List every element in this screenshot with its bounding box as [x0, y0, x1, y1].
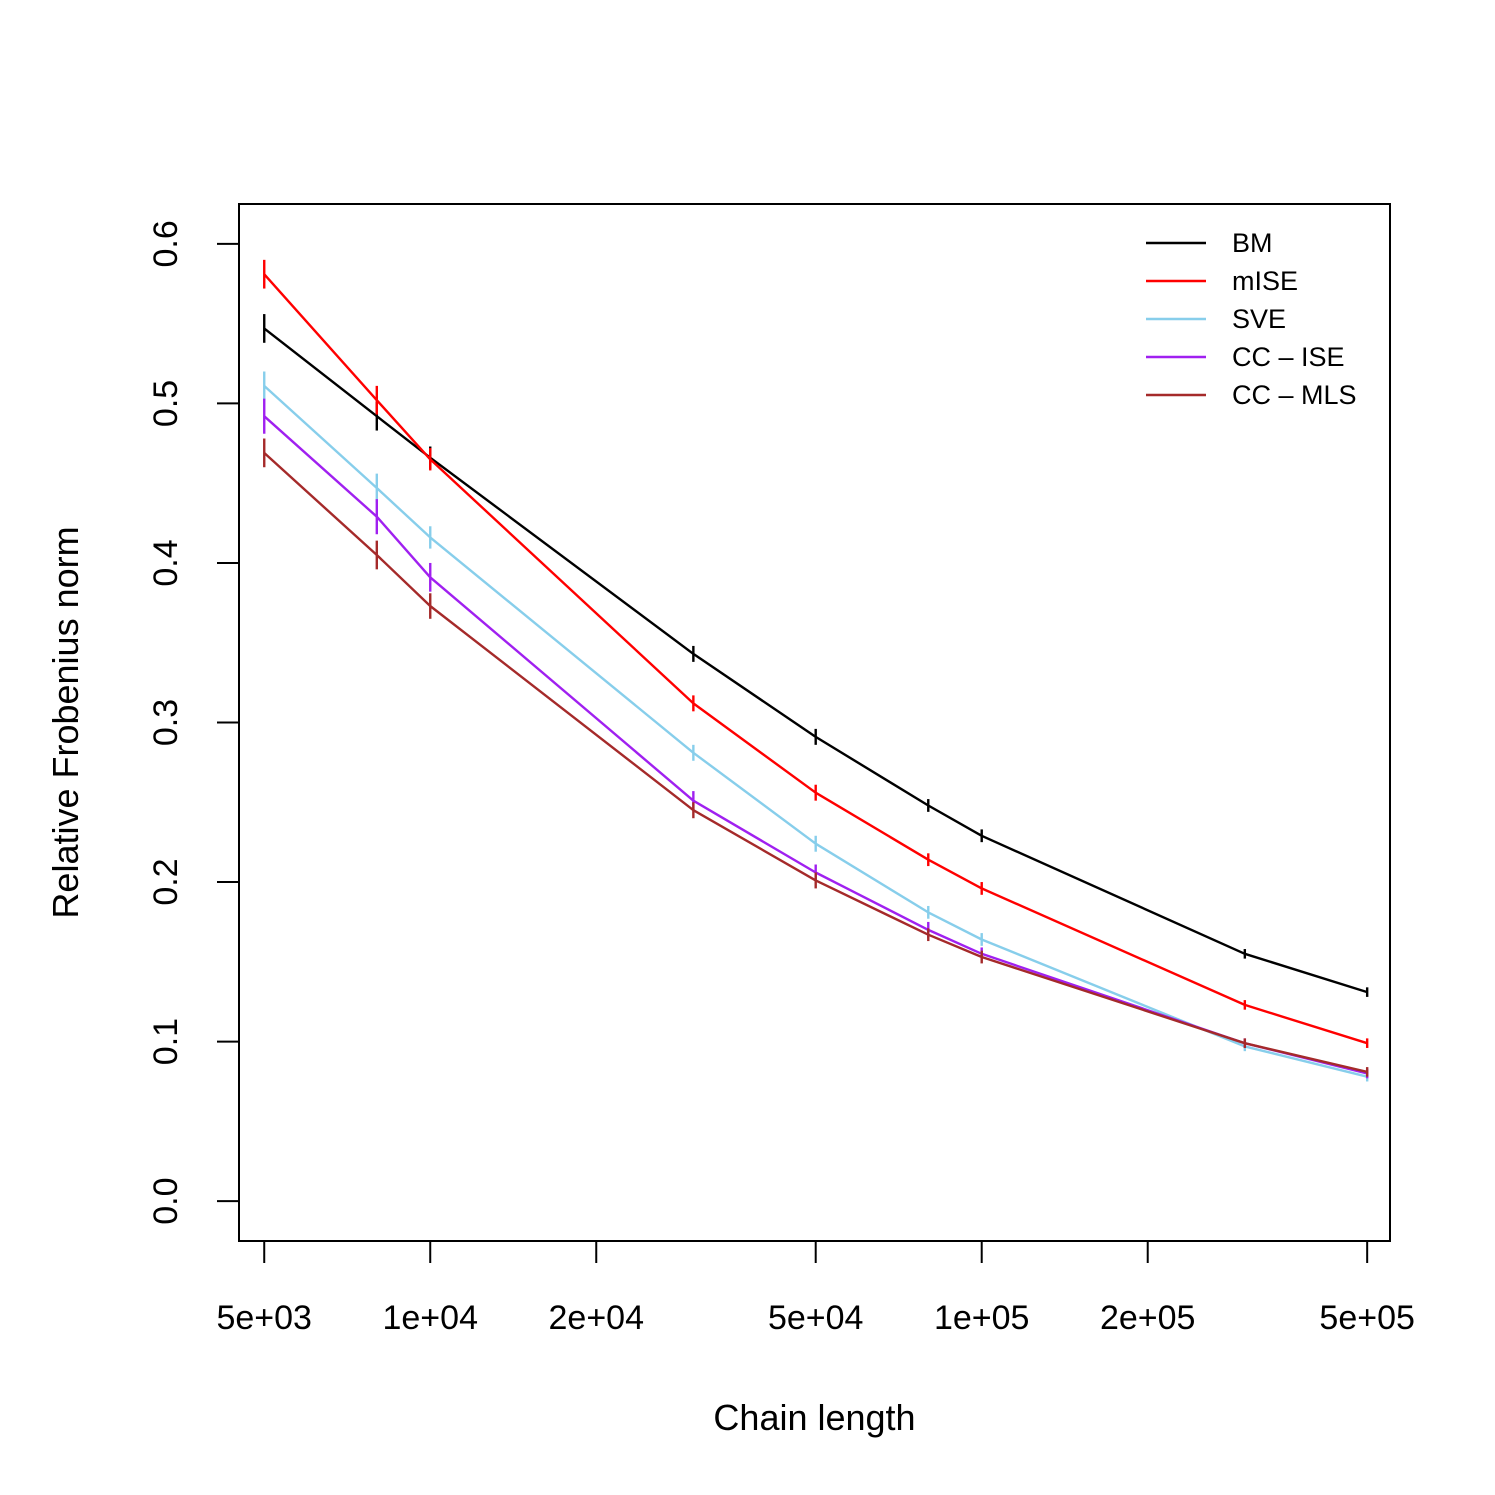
y-axis-title: Relative Frobenius norm — [45, 526, 86, 918]
legend: BM mISE SVE CC – ISE CC – MLS — [1146, 228, 1357, 410]
y-tick-label: 0.4 — [147, 539, 185, 586]
legend-label: CC – MLS — [1232, 380, 1357, 410]
x-tick-label: 5e+05 — [1319, 1299, 1415, 1337]
y-tick-label: 0.0 — [147, 1177, 185, 1224]
x-axis: 5e+03 1e+04 2e+04 5e+04 1e+05 2e+05 5e+05 — [216, 1240, 1415, 1337]
legend-label: CC – ISE — [1232, 342, 1345, 372]
x-tick-label: 5e+04 — [768, 1299, 864, 1337]
legend-label: SVE — [1232, 304, 1286, 334]
x-tick-label: 5e+03 — [216, 1299, 312, 1337]
y-tick-label: 0.6 — [147, 220, 185, 267]
series-group — [263, 438, 1369, 1077]
y-axis: 0.0 0.1 0.2 0.3 0.4 0.5 0.6 — [147, 220, 240, 1225]
series-group — [263, 259, 1369, 1048]
x-axis-title: Chain length — [713, 1397, 915, 1438]
y-tick-label: 0.5 — [147, 380, 185, 427]
y-tick-label: 0.1 — [147, 1018, 185, 1065]
series-group — [263, 371, 1369, 1082]
x-tick-label: 2e+05 — [1100, 1299, 1196, 1337]
y-tick-label: 0.2 — [147, 858, 185, 905]
x-tick-label: 2e+04 — [549, 1299, 645, 1337]
x-tick-label: 1e+05 — [934, 1299, 1030, 1337]
y-tick-label: 0.3 — [147, 699, 185, 746]
x-tick-label: 1e+04 — [382, 1299, 478, 1337]
series-layer — [263, 259, 1369, 1082]
legend-label: mISE — [1232, 266, 1298, 296]
legend-label: BM — [1232, 228, 1273, 258]
